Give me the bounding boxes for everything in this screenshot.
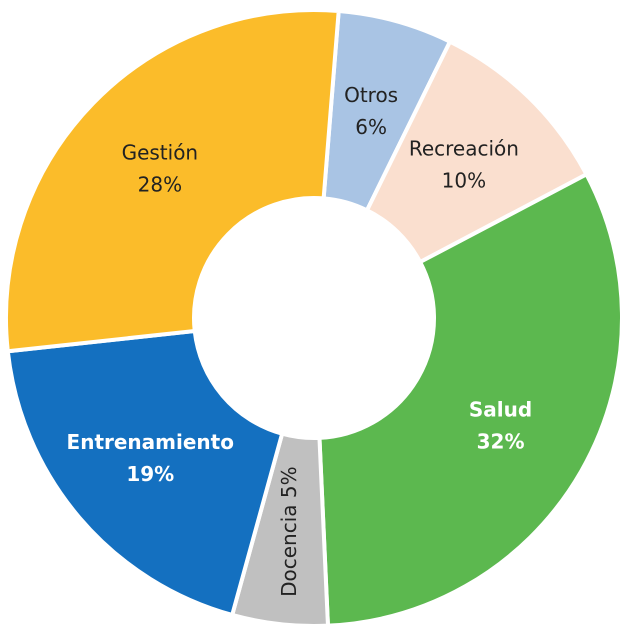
slice-name: Docencia <box>277 504 301 596</box>
slice <box>4 8 341 354</box>
slice-value: 5% <box>277 466 301 498</box>
slice <box>5 328 285 618</box>
slice-value: 28% <box>138 173 182 197</box>
slice <box>317 171 624 628</box>
slice-name: Entrenamiento <box>67 430 234 454</box>
slice-value: 19% <box>126 462 174 486</box>
slice-name: Recreación <box>409 136 519 160</box>
slice-value: 6% <box>355 115 387 139</box>
slice <box>364 38 590 265</box>
slice-name: Salud <box>469 397 532 421</box>
slice-label: Docencia 5% <box>277 466 301 597</box>
slice-name: Otros <box>344 83 398 107</box>
slice-name: Gestión <box>122 141 199 165</box>
slice-value: 10% <box>442 168 486 192</box>
slice-value: 32% <box>477 429 525 453</box>
